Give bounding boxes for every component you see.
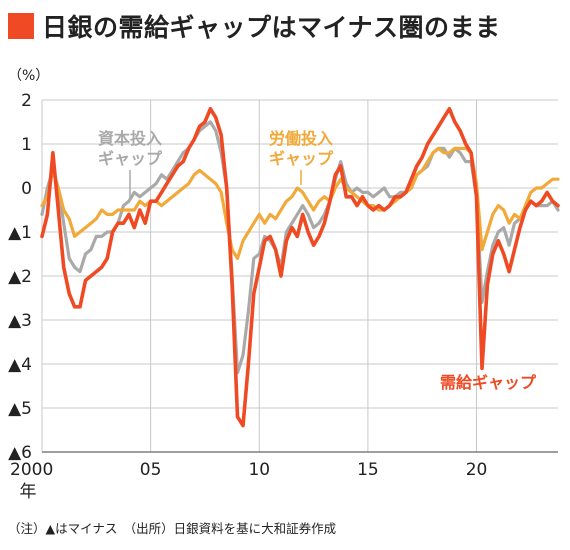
series-label-line: 労働投入 (269, 129, 333, 148)
y-tick-label: ▲6 (8, 443, 32, 463)
y-tick-label: ▲1 (8, 223, 32, 243)
series-label: 需給ギャップ (440, 373, 537, 392)
y-tick-label: 2 (21, 91, 32, 111)
source-note: （注）▲はマイナス （出所）日銀資料を基に大和証券作成 (8, 521, 337, 536)
chart-title: 日銀の需給ギャップはマイナス圏のまま (42, 13, 501, 42)
y-tick-label: ▲4 (8, 355, 32, 375)
x-tick-label: 20 (466, 460, 488, 480)
x-axis-unit-label: 年 (20, 482, 37, 502)
y-tick-label: ▲3 (8, 311, 32, 331)
x-tick-label: 05 (140, 460, 162, 480)
y-tick-label: ▲2 (8, 267, 32, 287)
series-label-line: ギャップ (98, 149, 163, 168)
x-tick-label: 15 (357, 460, 379, 480)
series (40, 107, 560, 428)
y-tick-label: 0 (21, 179, 32, 199)
title-block: 日銀の需給ギャップはマイナス圏のまま (8, 8, 501, 44)
axes: 210▲1▲2▲3▲4▲5▲6（%）2000 05 10 15 20年 (8, 68, 558, 502)
series-label-line: ギャップ (269, 149, 334, 168)
series-label: 労働投入ギャップ (269, 129, 334, 168)
y-axis-unit-label: （%） (8, 68, 49, 84)
series-label-line: 需給ギャップ (440, 373, 537, 392)
y-tick-label: 1 (21, 135, 32, 155)
y-tick-label: ▲5 (8, 399, 32, 419)
series-label: 資本投入ギャップ (98, 129, 163, 168)
x-tick-label: 10 (248, 460, 270, 480)
x-tick-label: 2000 (10, 460, 53, 480)
series-label-line: 資本投入 (98, 129, 162, 148)
title-accent-square (8, 13, 34, 39)
series-line (40, 107, 560, 428)
